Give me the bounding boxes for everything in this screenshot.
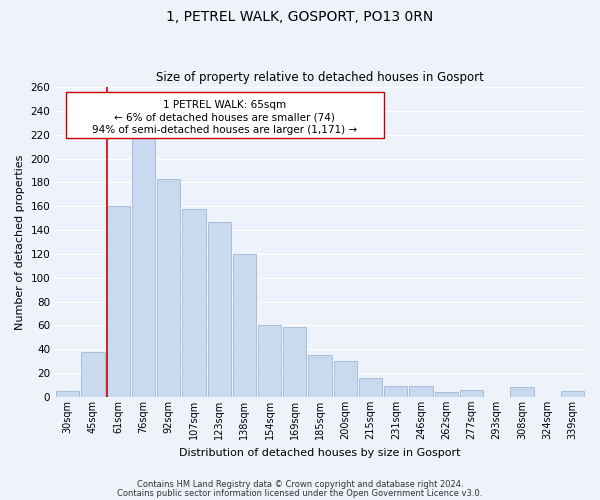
Bar bbox=[208, 222, 231, 397]
Title: Size of property relative to detached houses in Gosport: Size of property relative to detached ho… bbox=[156, 72, 484, 85]
Bar bbox=[561, 391, 584, 397]
Text: Contains HM Land Registry data © Crown copyright and database right 2024.: Contains HM Land Registry data © Crown c… bbox=[137, 480, 463, 489]
Bar bbox=[308, 355, 332, 397]
Text: Contains public sector information licensed under the Open Government Licence v3: Contains public sector information licen… bbox=[118, 488, 482, 498]
Bar bbox=[82, 352, 104, 397]
Bar bbox=[56, 391, 79, 397]
X-axis label: Distribution of detached houses by size in Gosport: Distribution of detached houses by size … bbox=[179, 448, 461, 458]
Bar bbox=[107, 206, 130, 397]
Text: 1 PETREL WALK: 65sqm: 1 PETREL WALK: 65sqm bbox=[163, 100, 286, 110]
Bar bbox=[334, 361, 357, 397]
Bar bbox=[157, 179, 181, 397]
Bar bbox=[434, 392, 458, 397]
Bar bbox=[132, 136, 155, 397]
Text: ← 6% of detached houses are smaller (74): ← 6% of detached houses are smaller (74) bbox=[114, 112, 335, 122]
Bar bbox=[511, 388, 533, 397]
Bar bbox=[283, 326, 307, 397]
Text: 94% of semi-detached houses are larger (1,171) →: 94% of semi-detached houses are larger (… bbox=[92, 125, 357, 135]
Bar bbox=[233, 254, 256, 397]
Bar bbox=[359, 378, 382, 397]
FancyBboxPatch shape bbox=[66, 92, 383, 138]
Bar bbox=[409, 386, 433, 397]
Text: 1, PETREL WALK, GOSPORT, PO13 0RN: 1, PETREL WALK, GOSPORT, PO13 0RN bbox=[166, 10, 434, 24]
Bar bbox=[460, 390, 483, 397]
Bar bbox=[384, 386, 407, 397]
Bar bbox=[182, 208, 206, 397]
Bar bbox=[258, 326, 281, 397]
Y-axis label: Number of detached properties: Number of detached properties bbox=[15, 154, 25, 330]
